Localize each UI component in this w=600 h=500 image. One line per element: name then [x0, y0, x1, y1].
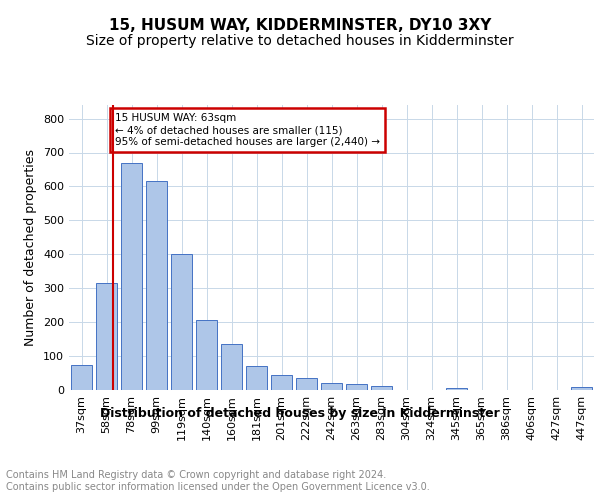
Text: Distribution of detached houses by size in Kidderminster: Distribution of detached houses by size …	[100, 408, 500, 420]
Bar	[571, 388, 592, 390]
Text: Size of property relative to detached houses in Kidderminster: Size of property relative to detached ho…	[86, 34, 514, 48]
Bar	[321, 383, 342, 390]
Bar	[171, 254, 192, 390]
Bar	[371, 386, 392, 390]
Y-axis label: Number of detached properties: Number of detached properties	[25, 149, 37, 346]
Bar	[346, 384, 367, 390]
Bar	[71, 364, 92, 390]
Bar	[96, 283, 117, 390]
Text: 15, HUSUM WAY, KIDDERMINSTER, DY10 3XY: 15, HUSUM WAY, KIDDERMINSTER, DY10 3XY	[109, 18, 491, 32]
Bar	[246, 366, 267, 390]
Bar	[146, 182, 167, 390]
Bar	[446, 388, 467, 390]
Bar	[296, 378, 317, 390]
Bar	[221, 344, 242, 390]
Bar	[271, 374, 292, 390]
Text: 15 HUSUM WAY: 63sqm
← 4% of detached houses are smaller (115)
95% of semi-detach: 15 HUSUM WAY: 63sqm ← 4% of detached hou…	[115, 114, 380, 146]
Text: Contains HM Land Registry data © Crown copyright and database right 2024.
Contai: Contains HM Land Registry data © Crown c…	[6, 470, 430, 492]
Bar	[196, 320, 217, 390]
Bar	[121, 162, 142, 390]
